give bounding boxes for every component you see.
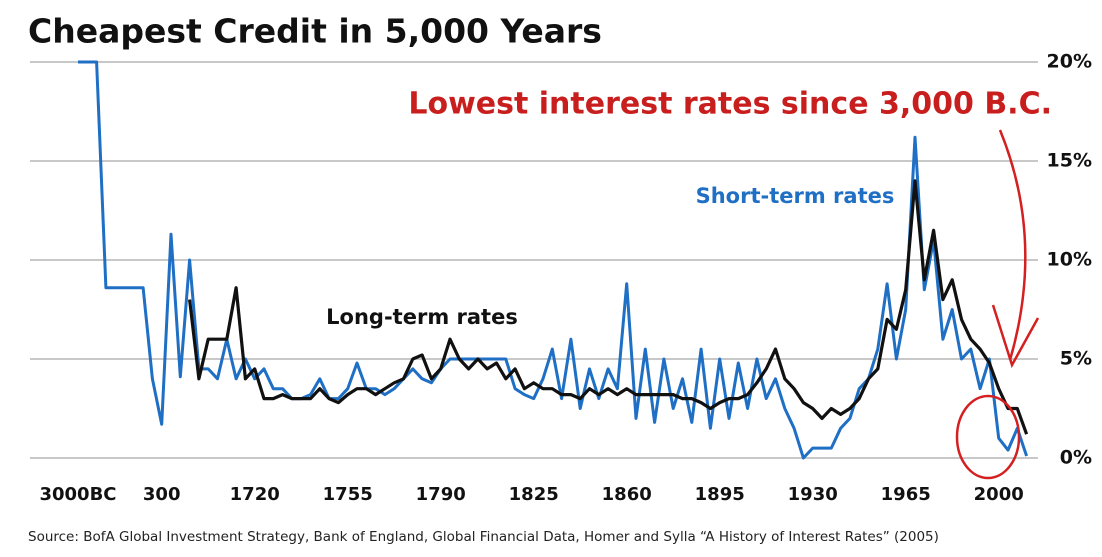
x-tick-label: 1965 (881, 484, 931, 505)
source: Source: BofA Global Investment Strategy,… (28, 529, 939, 545)
series-line (188, 179, 1029, 435)
x-tick-label: 1790 (416, 484, 466, 505)
y-tick-label: 5% (1060, 348, 1092, 370)
lines (78, 60, 1029, 460)
arrow-head (991, 304, 1040, 369)
x-tick-label: 1930 (788, 484, 838, 505)
y-tick-label: 0% (1060, 447, 1092, 469)
arrow (998, 129, 1027, 361)
annotation: Lowest interest rates since 3,000 B.C. (408, 87, 1052, 122)
series-label: Long-term rates (326, 305, 518, 329)
x-tick-label: 1860 (602, 484, 652, 505)
x-tick-label: 1720 (230, 484, 280, 505)
x-tick-label: 2000 (974, 484, 1024, 505)
x-tick-label: 1895 (695, 484, 745, 505)
y-tick-label: 15% (1047, 150, 1092, 172)
series-label: Short-term rates (696, 184, 895, 208)
x-tick-label: 1825 (509, 484, 559, 505)
y-tick-label: 10% (1047, 249, 1092, 271)
highlight-circle (955, 394, 1021, 480)
x-tick-label: 1755 (323, 484, 373, 505)
x-tick-label: 300 (143, 484, 181, 505)
x-tick-label: 3000BC (39, 484, 116, 505)
y-tick-label: 20% (1047, 51, 1092, 73)
chart-title: Cheapest Credit in 5,000 Years (28, 12, 602, 51)
